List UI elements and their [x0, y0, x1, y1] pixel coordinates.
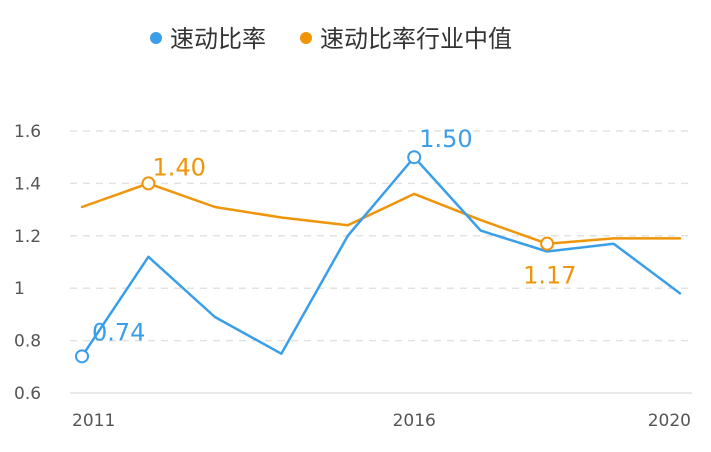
data-point-marker[interactable] [540, 236, 555, 251]
y-tick-label: 0.8 [14, 332, 41, 352]
legend-item-series-0[interactable]: 速动比率 [150, 25, 266, 53]
data-label: 0.74 [92, 318, 145, 346]
y-axis-ticks: 0.6 0.8 1 1.2 1.4 1.6 [14, 122, 41, 404]
y-tick-label: 1 [14, 279, 25, 299]
y-tick-label: 1.2 [14, 227, 41, 247]
data-label: 1.40 [152, 153, 205, 181]
legend-marker-series-0 [150, 32, 162, 44]
legend-marker-series-1 [300, 32, 312, 44]
gridlines [70, 130, 692, 394]
y-tick-label: 0.6 [14, 384, 41, 404]
legend: 速动比率 速动比率行业中值 [150, 25, 512, 53]
data-point-marker[interactable] [75, 349, 89, 364]
y-tick-label: 1.6 [14, 122, 41, 142]
data-label: 1.50 [419, 125, 472, 153]
x-tick-label: 2016 [393, 411, 436, 431]
x-tick-label: 2020 [648, 411, 691, 431]
legend-label-series-0: 速动比率 [170, 25, 266, 53]
series-line-0 [80, 155, 682, 358]
series-line-1 [80, 182, 682, 245]
data-point-marker[interactable] [141, 176, 156, 191]
x-axis-ticks: 2011 2016 2020 [72, 411, 691, 431]
legend-item-series-1[interactable]: 速动比率行业中值 [300, 25, 512, 53]
x-tick-label: 2011 [72, 411, 115, 431]
y-tick-label: 1.4 [14, 174, 41, 194]
series-lines [80, 155, 682, 358]
data-point-marker[interactable] [407, 150, 422, 165]
data-label: 1.17 [523, 262, 576, 290]
data-labels: 0.74 1.50 1.40 1.17 [75, 125, 577, 364]
legend-label-series-1: 速动比率行业中值 [320, 25, 512, 53]
